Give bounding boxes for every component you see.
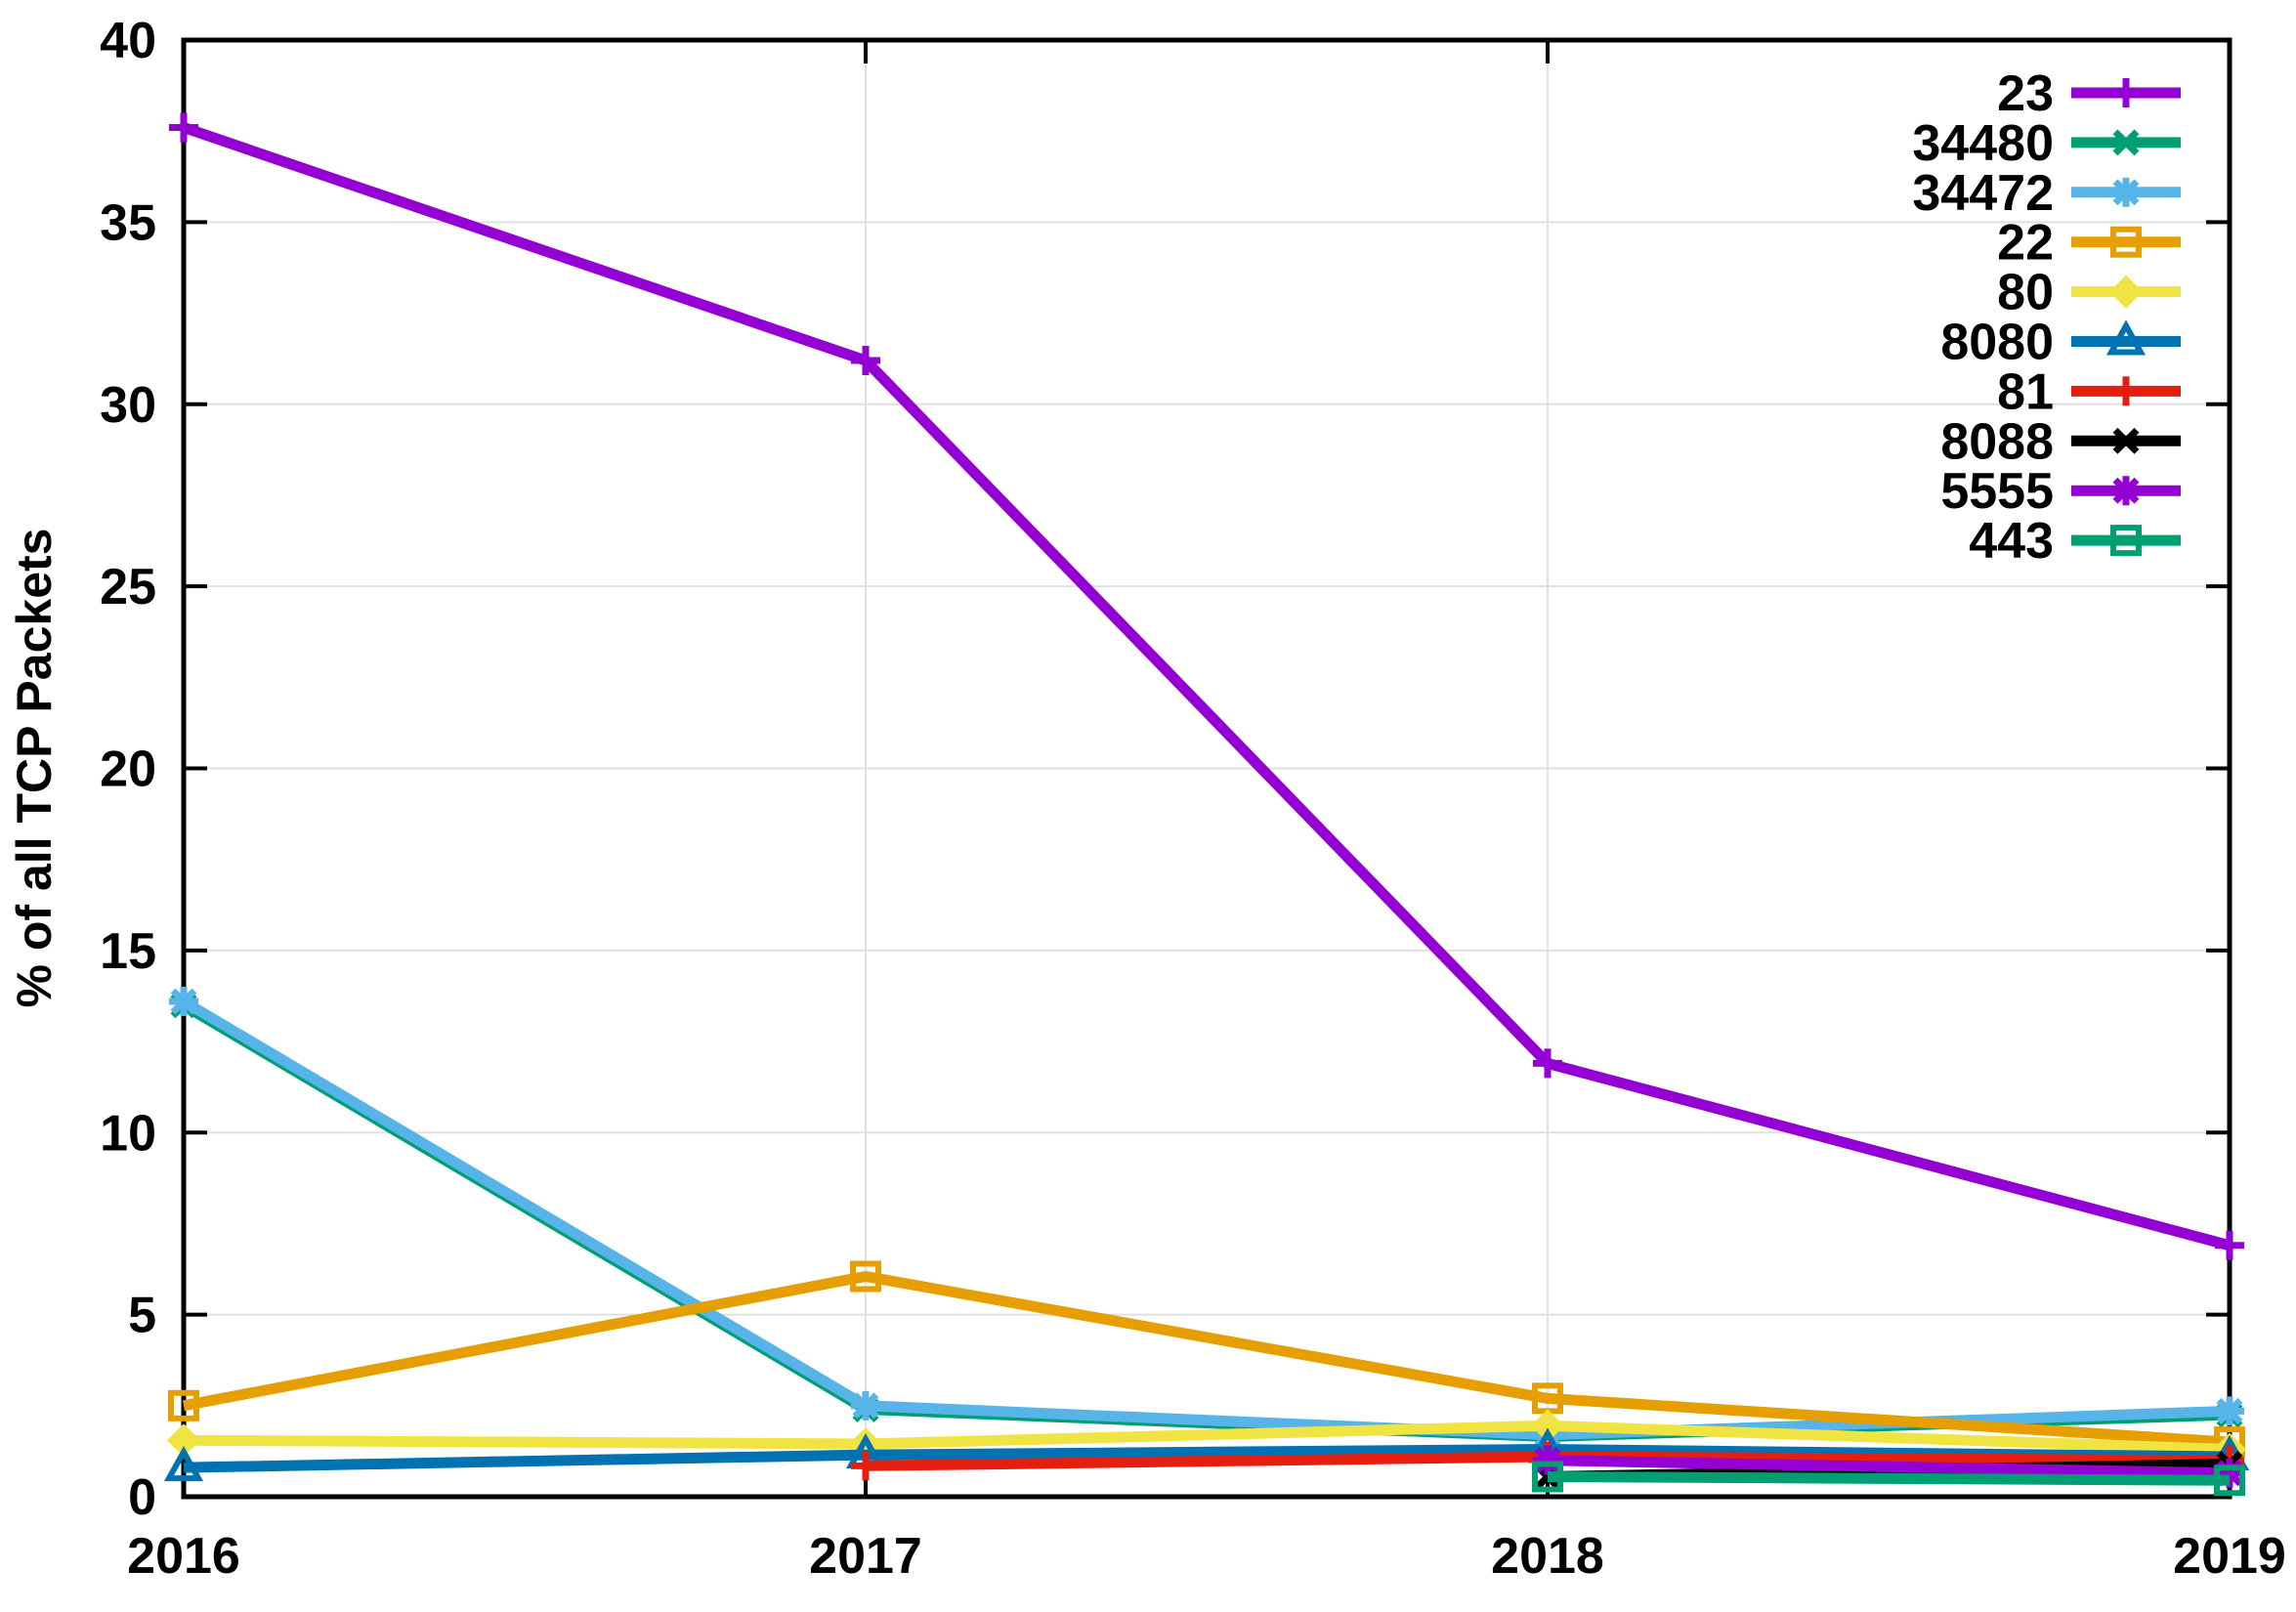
legend-marker-34472: [2111, 177, 2141, 207]
marker-34472-2019: [2215, 1396, 2244, 1426]
marker-80-2018: [1531, 1409, 1564, 1443]
series-layer: [163, 112, 2250, 1497]
legend-label-22: 22: [1997, 215, 2054, 272]
legend-item-443: 443: [1969, 513, 2181, 570]
legend-item-22: 22: [1997, 215, 2181, 272]
legend-item-5555: 5555: [1940, 463, 2181, 520]
legend-marker-8088: [2112, 427, 2140, 454]
marker-34472-2017: [851, 1390, 880, 1421]
legend-marker-8080: [2105, 319, 2147, 356]
legend-label-443: 443: [1969, 513, 2054, 570]
x-tick-label-2016: 2016: [127, 1528, 240, 1585]
marker-23-2018: [1533, 1048, 1562, 1079]
marker-5555-2018: [1533, 1445, 1562, 1475]
legend-item-81: 81: [1997, 363, 2181, 420]
legend-marker-34480: [2112, 129, 2140, 156]
legend-item-34480: 34480: [1912, 115, 2181, 172]
legend-label-23: 23: [1997, 65, 2054, 122]
marker-443-2018: [1532, 1461, 1563, 1493]
axis-layer: 0 5 10 15 20 25 30 35 40 2016 2017 2018 2019: [100, 13, 2286, 1585]
y-tick-label-10: 10: [100, 1105, 156, 1162]
legend-label-81: 81: [1997, 363, 2054, 420]
series-23: [169, 112, 2244, 1260]
legend-label-80: 80: [1997, 265, 2054, 321]
series-34472: [169, 987, 2244, 1450]
legend-label-8080: 8080: [1940, 315, 2054, 371]
series-line-22: [182, 1270, 2231, 1448]
grid-layer: [184, 40, 2230, 1497]
legend-label-8088: 8088: [1940, 413, 2054, 470]
marker-23-2019: [2215, 1230, 2244, 1260]
series-line-443: [1547, 1470, 2231, 1486]
legend-marker-23: [2111, 78, 2141, 107]
series-line-80: [183, 1420, 2231, 1456]
y-tick-label-15: 15: [100, 923, 156, 980]
legend-marker-80: [2109, 275, 2143, 309]
legend-marker-5555: [2111, 476, 2141, 506]
legend-item-80: 80: [1997, 265, 2181, 321]
y-tick-label-5: 5: [128, 1288, 156, 1344]
marker-8080-2016: [163, 1446, 204, 1482]
y-axis-label: % of all TCP Packets: [7, 529, 62, 1008]
series-line-5555: [1547, 1455, 2231, 1479]
legend-item-8080: 8080: [1940, 315, 2181, 371]
legend-marker-81: [2111, 376, 2141, 406]
marker-443-2019: [2214, 1464, 2245, 1497]
y-tick-label-20: 20: [100, 742, 156, 798]
marker-22-2017: [850, 1260, 881, 1293]
x-tick-label-2017: 2017: [809, 1528, 922, 1585]
marker-23-2017: [851, 346, 880, 376]
legend-label-34472: 34472: [1912, 165, 2054, 222]
series-line-34472: [181, 997, 2231, 1441]
marker-34472-2016: [169, 987, 198, 1017]
series-line-34480: [181, 1000, 2231, 1442]
legend-label-34480: 34480: [1912, 115, 2054, 172]
series-22: [168, 1260, 2245, 1459]
series-443: [1532, 1461, 2245, 1497]
series-34480: [170, 992, 2243, 1450]
marker-23-2016: [169, 112, 198, 143]
y-tick-label-40: 40: [100, 13, 156, 69]
legend-item-8088: 8088: [1940, 413, 2181, 470]
marker-81-2017: [851, 1451, 880, 1481]
marker-80-2016: [167, 1423, 200, 1458]
legend-item-23: 23: [1997, 65, 2181, 122]
legend-label-5555: 5555: [1940, 463, 2054, 520]
series-line-23: [182, 122, 2232, 1251]
legend-marker-22: [2110, 226, 2142, 258]
y-tick-label-35: 35: [100, 194, 156, 251]
legend-marker-443: [2110, 525, 2142, 557]
series-line-8080: [183, 1444, 2231, 1473]
y-tick-label-30: 30: [100, 377, 156, 434]
x-tick-label-2018: 2018: [1491, 1528, 1604, 1585]
legend-item-34472: 34472: [1912, 165, 2181, 222]
x-tick-label-2019: 2019: [2173, 1528, 2286, 1585]
y-tick-label-25: 25: [100, 559, 156, 615]
y-tick-label-0: 0: [128, 1469, 156, 1526]
marker-22-2016: [168, 1389, 199, 1421]
